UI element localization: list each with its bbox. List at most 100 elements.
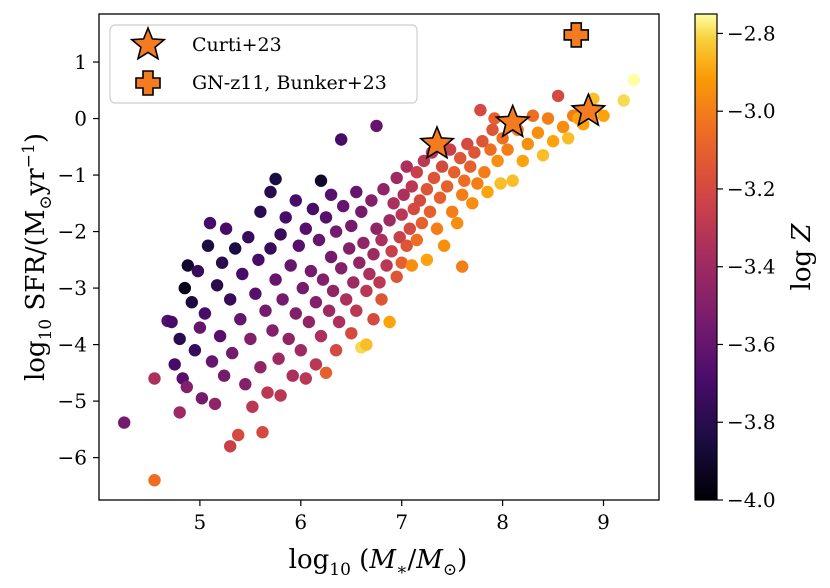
colorbar-tick-label: −3.4 (727, 255, 776, 279)
data-point (375, 233, 388, 247)
data-point (420, 253, 434, 266)
y-axis-ticks: 1 0 −1 −2 −3 −4 −5 −6 (58, 50, 99, 470)
data-point (289, 194, 302, 207)
data-point (314, 329, 328, 343)
data-point (279, 211, 292, 224)
data-point (168, 358, 181, 371)
data-point (201, 239, 215, 252)
data-point (304, 264, 318, 278)
data-point (329, 344, 343, 357)
data-point (491, 154, 504, 168)
colorbar-tick-label: −3.6 (727, 332, 776, 356)
data-point (276, 293, 289, 306)
colorbar-tick-label: −2.8 (727, 21, 776, 45)
data-point (466, 197, 479, 210)
legend-star-icon (129, 25, 167, 61)
data-point (191, 264, 205, 278)
data-point (118, 416, 131, 429)
data-point (437, 239, 451, 252)
data-point (324, 188, 338, 201)
data-point (360, 284, 373, 298)
data-point (390, 171, 403, 185)
data-point (373, 276, 386, 289)
legend-box (109, 24, 418, 104)
data-point (433, 191, 447, 204)
curti-star-marker (494, 103, 531, 139)
data-point (420, 183, 434, 196)
curti-star-marker (570, 92, 607, 127)
data-point (430, 222, 444, 235)
data-point (269, 273, 282, 286)
data-point (246, 400, 259, 413)
data-point (254, 361, 267, 374)
data-point (284, 259, 297, 272)
data-point (224, 293, 237, 306)
colorbar-tick-label: −3.2 (727, 177, 776, 201)
data-point (165, 315, 178, 329)
data-point (148, 372, 161, 385)
colorbar-ticks: −2.8 −3.0 −3.2 −3.4 −3.6 −3.8 −4.0 (717, 21, 776, 512)
data-point (370, 222, 383, 235)
data-point (405, 259, 418, 272)
data-point (259, 304, 272, 317)
data-point (181, 259, 194, 272)
legend: Curti+23 GN-z11, Bunker+23 (109, 24, 418, 104)
data-point (345, 219, 358, 233)
data-point (476, 135, 489, 148)
colorbar-tick-label: −3.0 (727, 99, 776, 123)
data-point (390, 270, 403, 283)
data-point (456, 188, 469, 201)
data-point (242, 231, 255, 244)
data-point (360, 338, 373, 351)
data-point (193, 321, 207, 334)
data-point (208, 397, 222, 411)
data-point (254, 205, 267, 218)
data-point (443, 143, 457, 156)
y-tick-label: −4 (58, 333, 87, 357)
data-point (454, 151, 467, 165)
data-point (562, 132, 575, 145)
y-tick-label: −1 (58, 163, 87, 187)
data-point (546, 135, 560, 148)
data-point (617, 94, 630, 107)
data-point (294, 344, 307, 357)
data-point (188, 344, 202, 357)
data-point (312, 233, 326, 247)
data-point (335, 133, 348, 146)
highlight-markers (418, 22, 607, 160)
data-point (185, 296, 198, 309)
data-point (261, 386, 274, 399)
data-point (481, 185, 494, 199)
data-point (350, 304, 363, 317)
gnz11-plus-marker (563, 22, 590, 48)
data-point (239, 378, 252, 391)
data-point (269, 172, 282, 186)
data-point (215, 256, 229, 269)
data-point (244, 332, 257, 346)
data-point (319, 211, 333, 224)
data-point (423, 205, 437, 218)
y-tick-label: 0 (74, 107, 87, 131)
data-point (541, 112, 555, 125)
data-point (264, 242, 277, 255)
x-tick-label: 7 (395, 510, 408, 534)
data-point (213, 329, 227, 343)
data-point (309, 296, 323, 309)
data-point (343, 242, 356, 255)
y-tick-label: −3 (58, 276, 87, 300)
data-point (377, 183, 390, 196)
data-point (236, 267, 249, 281)
data-point (249, 287, 262, 300)
data-point (292, 239, 305, 252)
data-point (363, 267, 376, 281)
data-point (410, 233, 423, 247)
data-point (367, 248, 380, 261)
plot-frame (98, 13, 660, 501)
data-point (309, 358, 323, 371)
x-tick-label: 6 (294, 510, 307, 534)
data-point (299, 222, 312, 235)
data-point (486, 123, 499, 136)
y-tick-label: −5 (58, 389, 87, 413)
data-point (375, 293, 388, 306)
y-tick-label: 1 (74, 50, 87, 74)
